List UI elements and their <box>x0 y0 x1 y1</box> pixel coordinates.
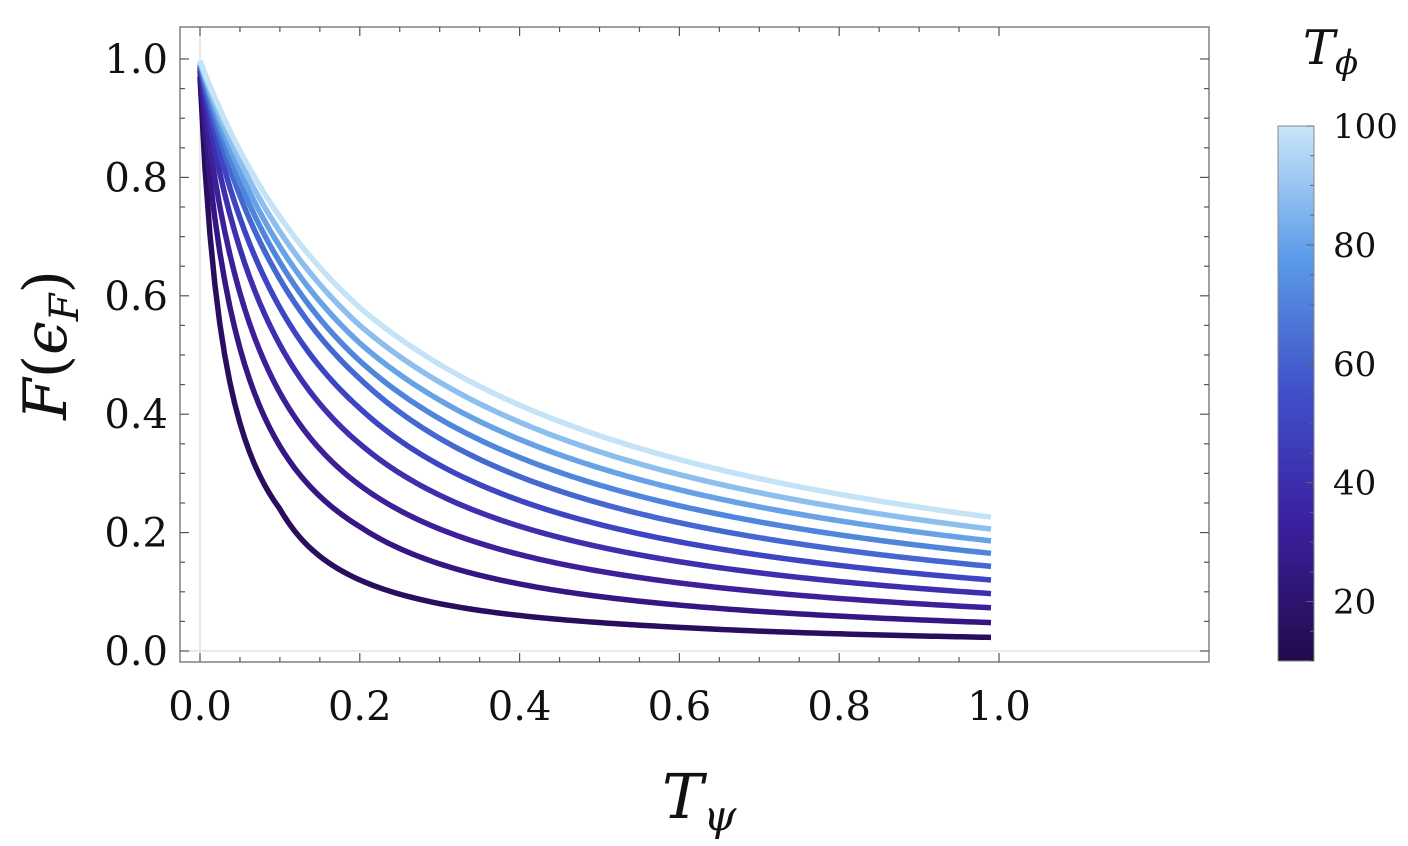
x-axis-title-sub: ψ <box>703 791 737 840</box>
series-line-30 <box>197 67 992 611</box>
colorbar-title-sub: ϕ <box>1335 43 1358 83</box>
colorbar-tick-label: 60 <box>1333 345 1376 385</box>
x-tick-labels: 0.0 0.2 0.4 0.6 0.8 1.0 <box>168 684 1031 730</box>
colorbar-title: Tϕ <box>1303 20 1358 83</box>
axis-ticks <box>180 27 1209 662</box>
y-tick-label: 0.2 <box>104 511 168 557</box>
y-axis-title-main: F <box>11 376 81 421</box>
y-tick-label: 0.8 <box>104 155 168 201</box>
x-axis-title-main: T <box>662 760 708 833</box>
x-tick-label: 0.4 <box>488 684 552 730</box>
x-tick-label: 0.6 <box>648 684 712 730</box>
plot-frame <box>179 26 1210 663</box>
series-line-40 <box>197 64 992 597</box>
x-axis-title: Tψ <box>662 760 737 840</box>
series-line-100 <box>197 59 992 520</box>
x-tick-label: 0.8 <box>807 684 871 730</box>
y-tick-labels: 0.0 0.2 0.4 0.6 0.8 1.0 <box>104 37 168 675</box>
series-layer <box>197 59 992 641</box>
x-tick-label: 0.2 <box>328 684 392 730</box>
series-line-80 <box>197 61 992 544</box>
series-line-20 <box>197 70 992 626</box>
y-axis-title-inner-sub: F <box>42 292 88 322</box>
x-tick-label: 0.0 <box>168 684 232 730</box>
y-tick-label: 0.6 <box>104 274 168 320</box>
colorbar <box>1277 125 1315 662</box>
y-axis-title-paren-close: ) <box>11 270 81 293</box>
y-axis-title: F(ϵF) <box>11 270 88 421</box>
colorbar-tick-label: 20 <box>1333 583 1376 623</box>
y-axis-title-inner: ϵ <box>11 321 81 355</box>
series-line-50 <box>197 64 992 583</box>
series-line-10 <box>197 76 992 641</box>
colorbar-tick-label: 100 <box>1333 107 1398 147</box>
y-tick-label: 0.0 <box>104 629 168 675</box>
y-tick-label: 0.4 <box>104 392 168 438</box>
x-tick-label: 1.0 <box>967 684 1031 730</box>
colorbar-tick-label: 40 <box>1333 464 1376 504</box>
series-line-60 <box>197 64 992 570</box>
series-line-70 <box>197 61 992 557</box>
colorbar-title-main: T <box>1303 20 1338 76</box>
y-tick-label: 1.0 <box>104 37 168 83</box>
colorbar-tick-label: 80 <box>1333 226 1376 266</box>
series-line-90 <box>197 61 992 532</box>
colorbar-ticks: 20 40 60 80 100 <box>1306 107 1398 662</box>
y-axis-title-paren-open: ( <box>11 355 81 378</box>
